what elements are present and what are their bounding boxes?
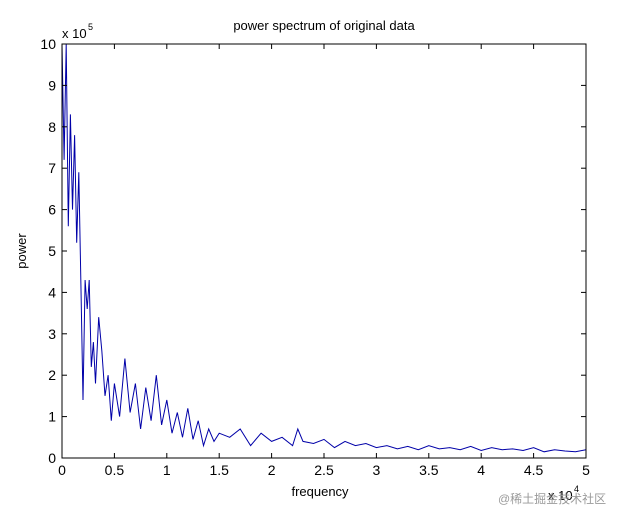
y-multiplier-base: x 10	[62, 26, 87, 41]
y-tick-label: 4	[48, 284, 56, 300]
y-tick-label: 6	[48, 202, 56, 218]
y-tick-label: 5	[48, 243, 56, 259]
y-multiplier-exponent: 5	[88, 22, 93, 32]
x-tick-label: 4.5	[524, 462, 544, 478]
y-tick-label: 7	[48, 160, 56, 176]
data-layer	[62, 44, 586, 453]
x-tick-label: 5	[582, 462, 590, 478]
x-tick-label: 4	[477, 462, 485, 478]
x-ticks: 0 0.5 1 1.5 2 2.5 3 3.5 4 4.5 5	[58, 44, 590, 478]
x-axis-label: frequency	[291, 484, 349, 499]
x-tick-label: 2.5	[314, 462, 334, 478]
y-ticks: 0 1 2 3 4 5 6 7 8 9 10	[40, 36, 586, 466]
x-multiplier-exponent: 4	[574, 484, 579, 494]
series-line-0	[62, 44, 586, 453]
x-tick-label: 0	[58, 462, 66, 478]
x-tick-label: 0.5	[105, 462, 125, 478]
x-multiplier-label: x 10 4	[548, 484, 579, 503]
y-tick-label: 8	[48, 119, 56, 135]
x-tick-label: 1	[163, 462, 171, 478]
x-tick-label: 3.5	[419, 462, 439, 478]
x-tick-label: 3	[373, 462, 381, 478]
y-tick-label: 9	[48, 77, 56, 93]
x-multiplier-base: x 10	[548, 488, 573, 503]
x-tick-label: 2	[268, 462, 276, 478]
y-tick-label: 10	[40, 36, 56, 52]
y-tick-label: 0	[48, 450, 56, 466]
watermark: @稀土掘金技术社区	[498, 491, 606, 506]
y-multiplier-label: x 10 5	[62, 22, 93, 41]
y-tick-label: 1	[48, 409, 56, 425]
y-tick-label: 3	[48, 326, 56, 342]
y-axis-label: power	[14, 233, 29, 269]
x-tick-label: 1.5	[209, 462, 229, 478]
y-tick-label: 2	[48, 367, 56, 383]
chart-title: power spectrum of original data	[233, 18, 415, 33]
plot-background	[62, 44, 586, 458]
